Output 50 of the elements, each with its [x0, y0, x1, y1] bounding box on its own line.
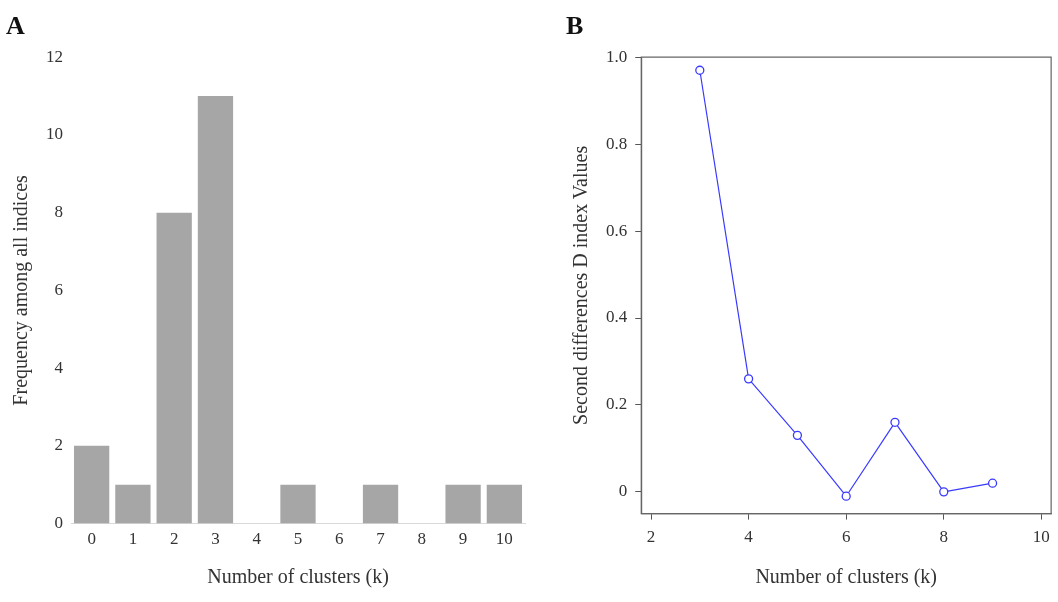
y-tick-label: 0.6: [606, 220, 628, 240]
x-tick-label: 8: [417, 529, 427, 549]
x-tick-label: 3: [211, 529, 220, 549]
bar: [73, 445, 110, 524]
x-axis-title: Number of clusters (k): [755, 565, 937, 589]
point: [939, 487, 949, 497]
y-tick-label: 12: [46, 46, 63, 66]
y-tick-label: 0: [54, 513, 63, 533]
bar: [445, 484, 481, 524]
y-axis-title: Second differences D index Values: [569, 145, 592, 425]
y-tick-label: 6: [54, 279, 63, 299]
y-tick-label: 0.8: [606, 133, 628, 153]
x-axis-title: Number of clusters (k): [207, 565, 389, 589]
x-tick-label: 2: [169, 529, 179, 549]
y-tick-label: 2: [54, 435, 63, 455]
y-tick-label: 10: [46, 124, 63, 144]
x-tick-label: 9: [458, 529, 468, 549]
point: [987, 478, 998, 488]
bar: [486, 484, 523, 524]
x-tick-label: 10: [1032, 527, 1050, 547]
y-tick-label: 0.4: [606, 307, 628, 327]
x-tick-label: 4: [744, 527, 754, 547]
y-tick-label: 4: [54, 357, 64, 377]
y-axis-title: Frequency among all indices: [9, 174, 33, 406]
x-tick-label: 7: [376, 529, 386, 549]
y-tick-label: 0.2: [606, 394, 628, 414]
y-tick-label: 0: [618, 481, 628, 501]
x-tick-label: 5: [293, 529, 303, 549]
point: [792, 430, 803, 441]
x-tick-label: 6: [841, 527, 851, 547]
chart-title: B: [566, 11, 584, 41]
x-tick-label: 2: [646, 527, 656, 547]
point: [841, 491, 851, 501]
bar: [115, 484, 151, 524]
point: [695, 65, 705, 75]
x-tick-label: 8: [939, 527, 949, 547]
bar: [197, 96, 234, 524]
chart-title: A: [6, 11, 25, 41]
bar: [280, 484, 316, 524]
x-tick-label: 0: [87, 529, 96, 549]
x-tick-label: 6: [335, 529, 344, 549]
x-tick-label: 4: [252, 529, 262, 549]
point: [743, 374, 754, 384]
y-tick-label: 1.0: [606, 46, 628, 66]
bar: [156, 212, 192, 524]
x-tick-label: 1: [128, 529, 138, 549]
bar: [362, 484, 399, 524]
x-tick-label: 10: [495, 529, 513, 549]
point: [890, 417, 900, 427]
y-tick-label: 8: [54, 202, 63, 222]
